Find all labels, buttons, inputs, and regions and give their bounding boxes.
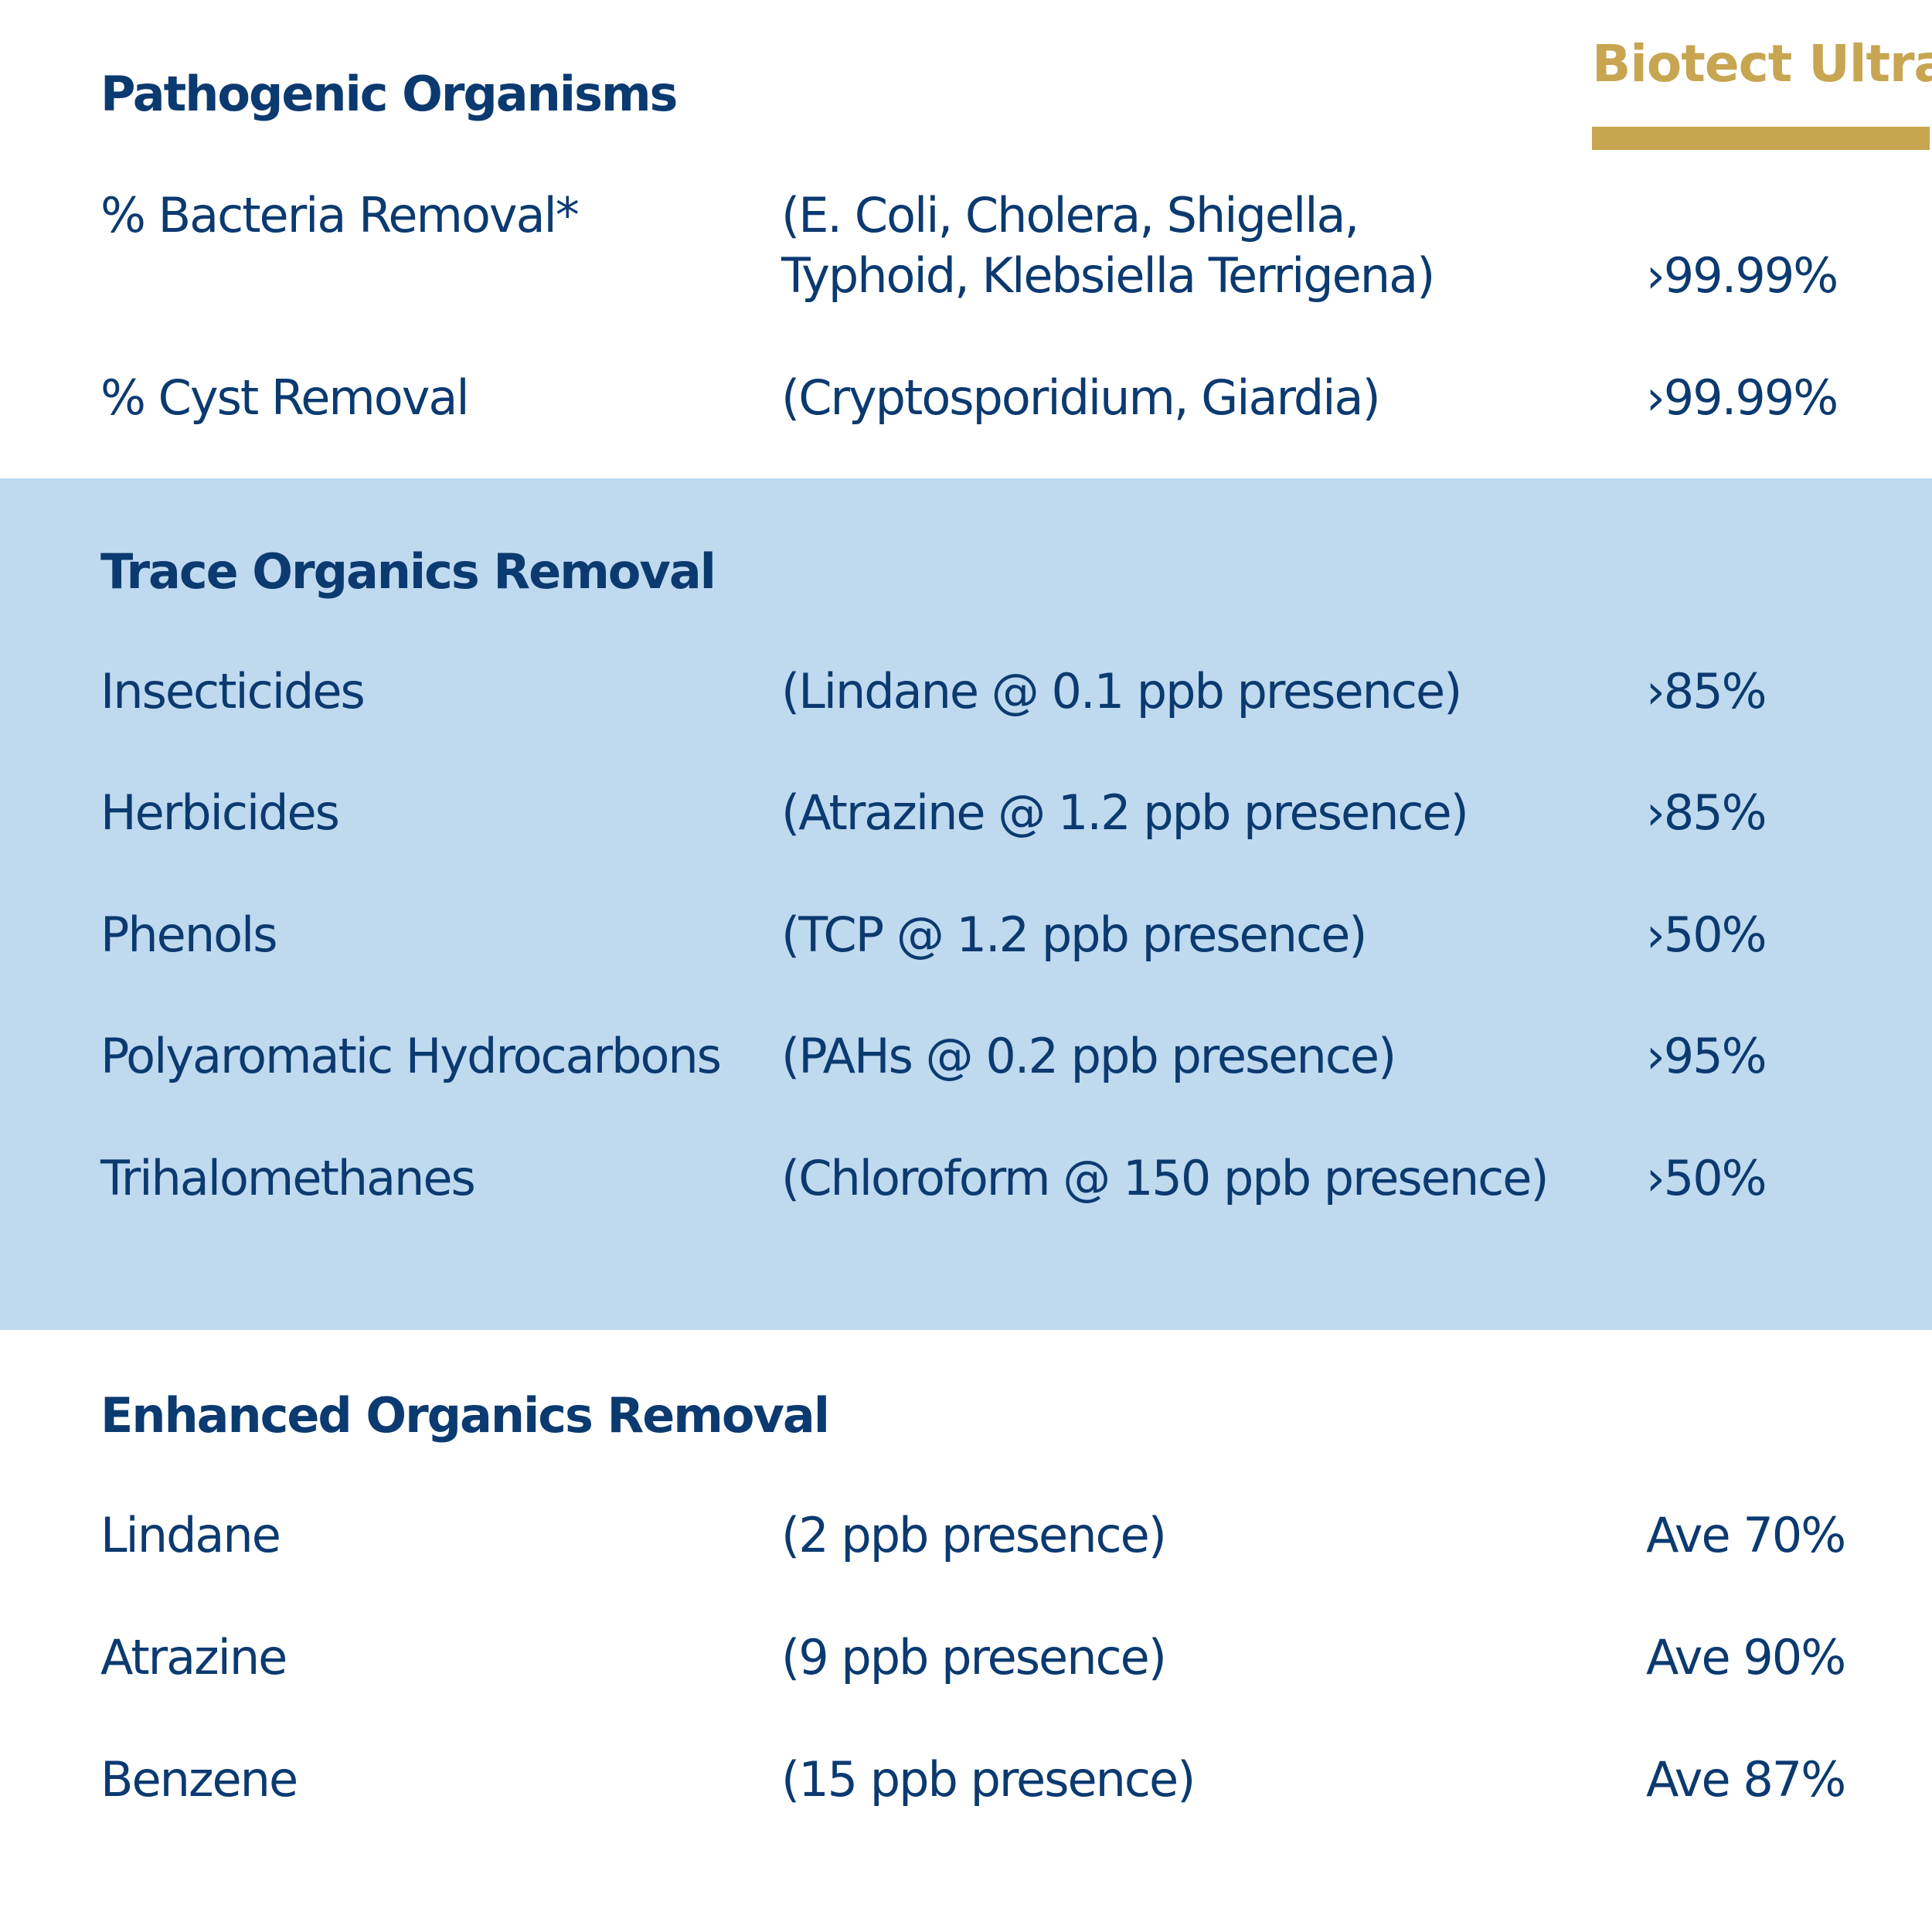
row-name-atrazine: Atrazine — [100, 1629, 287, 1685]
row-name-benzene: Benzene — [100, 1751, 298, 1808]
row-value-phenols: ›50% — [1646, 906, 1767, 963]
row-detail-bacteria-line-2: Typhoid, Klebsiella Terrigena) — [781, 247, 1435, 304]
row-detail-polyaromatic-hydrocarbons: (PAHs @ 0.2 ppb presence) — [781, 1028, 1396, 1084]
row-detail-herbicides: (Atrazine @ 1.2 ppb presence) — [781, 784, 1469, 841]
row-name-phenols: Phenols — [100, 906, 278, 963]
row-detail-cyst-removal: (Cryptosporidium, Giardia) — [781, 369, 1381, 426]
brand-underline-bar — [1592, 127, 1930, 150]
row-name-lindane: Lindane — [100, 1507, 281, 1563]
row-detail-trihalomethanes: (Chloroform @ 150 ppb presence) — [781, 1150, 1549, 1206]
row-value-insecticides: ›85% — [1646, 663, 1767, 719]
section-heading-trace-organics-removal: Trace Organics Removal — [100, 543, 716, 600]
row-name-bacteria-removal: % Bacteria Removal* — [100, 187, 580, 243]
row-name-trihalomethanes: Trihalomethanes — [100, 1150, 476, 1206]
row-detail-benzene: (15 ppb presence) — [781, 1751, 1196, 1808]
row-value-lindane: Ave 70% — [1646, 1507, 1846, 1563]
row-value-benzene: Ave 87% — [1646, 1751, 1846, 1808]
row-value-cyst-removal: ›99.99% — [1646, 369, 1838, 426]
row-name-insecticides: Insecticides — [100, 663, 366, 719]
row-name-polyaromatic-hydrocarbons: Polyaromatic Hydrocarbons — [100, 1028, 722, 1084]
brand-header: Biotect Ultra — [1592, 31, 1932, 150]
row-value-herbicides: ›85% — [1646, 784, 1767, 841]
brand-name: Biotect Ultra — [1592, 34, 1932, 94]
row-detail-insecticides: (Lindane @ 0.1 ppb presence) — [781, 663, 1462, 719]
row-detail-atrazine: (9 ppb presence) — [781, 1629, 1167, 1685]
row-value-bacteria-removal: ›99.99% — [1646, 247, 1838, 304]
row-value-trihalomethanes: ›50% — [1646, 1150, 1767, 1206]
row-detail-phenols: (TCP @ 1.2 ppb presence) — [781, 906, 1367, 963]
row-detail-bacteria-line-1: (E. Coli, Cholera, Shigella, — [781, 187, 1359, 243]
section-heading-pathogenic-organisms: Pathogenic Organisms — [100, 66, 678, 122]
row-value-polyaromatic-hydrocarbons: ›95% — [1646, 1028, 1767, 1084]
row-value-atrazine: Ave 90% — [1646, 1629, 1846, 1685]
row-name-herbicides: Herbicides — [100, 784, 340, 841]
trace-organics-band — [0, 478, 1932, 1330]
section-heading-enhanced-organics-removal: Enhanced Organics Removal — [100, 1387, 830, 1444]
row-detail-lindane: (2 ppb presence) — [781, 1507, 1167, 1563]
row-name-cyst-removal: % Cyst Removal — [100, 369, 470, 426]
